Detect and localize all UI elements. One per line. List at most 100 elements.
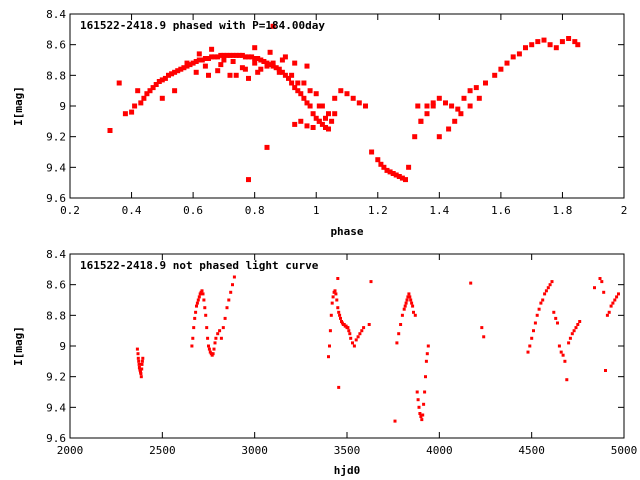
data-point <box>529 42 535 48</box>
data-point <box>329 313 333 317</box>
data-point <box>307 88 313 94</box>
data-point <box>135 88 141 94</box>
data-point <box>561 353 565 357</box>
data-point <box>528 344 532 348</box>
data-point <box>483 80 488 86</box>
data-point <box>419 415 423 418</box>
y-axis-label: I[mag] <box>12 86 25 126</box>
data-point <box>426 344 430 348</box>
data-point <box>140 362 144 366</box>
data-point <box>292 85 298 91</box>
data-point <box>418 118 424 124</box>
data-point <box>215 68 221 74</box>
x-axis-ticks: 0.2 0.4 0.6 0.8 1 1.2 1.4 1.6 1.8 2 <box>60 14 627 217</box>
data-point <box>482 335 486 339</box>
data-point <box>360 329 364 333</box>
data-point <box>593 286 596 290</box>
data-point <box>304 100 310 106</box>
data-points <box>135 275 620 423</box>
data-point <box>369 280 373 284</box>
data-point <box>430 100 436 106</box>
x-tick-label: 1.6 <box>491 204 511 217</box>
data-point <box>218 52 224 58</box>
data-point <box>387 169 393 175</box>
x-tick-label: 3000 <box>241 444 268 457</box>
data-point <box>420 418 424 422</box>
data-point <box>609 304 613 308</box>
data-point <box>350 95 356 101</box>
data-point <box>566 36 572 41</box>
x-axis-label: phase <box>330 225 363 238</box>
x-tick-label: 2 <box>621 204 628 217</box>
data-point <box>422 402 426 406</box>
y-tick-label: 9.6 <box>46 432 66 445</box>
data-point <box>615 295 619 299</box>
data-points <box>107 23 581 183</box>
data-point <box>544 289 548 293</box>
data-point <box>381 164 387 170</box>
data-point <box>331 295 335 299</box>
data-point <box>298 118 304 124</box>
data-point <box>137 362 141 366</box>
data-point <box>227 298 231 302</box>
data-point <box>356 100 362 106</box>
x-tick-label: 1.4 <box>429 204 449 217</box>
data-point <box>193 316 197 320</box>
data-point <box>298 91 304 97</box>
data-point <box>378 161 384 167</box>
data-point <box>212 54 218 60</box>
data-point <box>553 45 559 51</box>
chart-title: 161522-2418.9 not phased light curve <box>80 259 319 272</box>
data-point <box>122 111 128 117</box>
data-point <box>578 320 582 323</box>
data-point <box>347 329 351 333</box>
data-point <box>227 52 233 58</box>
data-point <box>193 59 199 64</box>
data-point <box>326 126 331 132</box>
data-point <box>246 75 251 81</box>
data-point <box>461 95 467 101</box>
x-tick-label: 0.6 <box>183 204 203 217</box>
data-point <box>458 111 464 117</box>
data-point <box>523 45 528 51</box>
data-point <box>407 292 411 296</box>
data-point <box>242 66 248 72</box>
data-point <box>548 283 552 287</box>
data-point <box>310 125 316 130</box>
data-point <box>600 280 604 284</box>
data-point <box>362 326 366 330</box>
data-point <box>390 171 396 176</box>
data-point <box>159 77 165 83</box>
plot-frame <box>69 13 625 199</box>
data-point <box>295 88 301 94</box>
data-point <box>476 95 482 101</box>
data-point <box>403 177 408 183</box>
data-point <box>393 419 397 423</box>
data-point <box>136 352 140 356</box>
data-point <box>467 88 473 94</box>
data-point <box>425 352 429 356</box>
data-point <box>236 52 242 58</box>
data-point <box>415 103 421 109</box>
data-point <box>196 57 202 63</box>
data-point <box>249 54 255 60</box>
data-point <box>218 62 224 68</box>
data-point <box>203 306 207 310</box>
data-point <box>541 37 547 43</box>
data-point <box>267 62 273 68</box>
data-point <box>255 69 261 75</box>
data-point <box>233 72 239 78</box>
data-point <box>546 286 550 290</box>
data-point <box>342 323 346 326</box>
data-point <box>567 341 571 345</box>
data-point <box>406 164 412 170</box>
data-point <box>316 118 322 124</box>
data-point <box>264 60 270 66</box>
data-point <box>421 413 425 417</box>
data-point <box>200 289 204 293</box>
data-point <box>602 290 606 294</box>
data-point <box>292 60 298 66</box>
data-point <box>175 68 181 74</box>
data-point <box>395 341 399 345</box>
